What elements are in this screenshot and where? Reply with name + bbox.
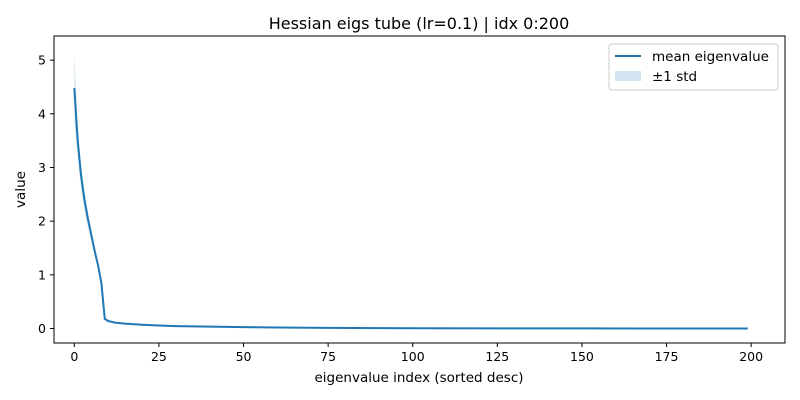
x-tick-label: 75 bbox=[320, 349, 336, 364]
chart-title: Hessian eigs tube (lr=0.1) | idx 0:200 bbox=[269, 14, 570, 33]
legend-box bbox=[608, 43, 779, 91]
y-tick-label: 0 bbox=[38, 321, 46, 336]
y-tick-label: 1 bbox=[38, 267, 46, 282]
y-tick-label: 5 bbox=[38, 53, 46, 68]
x-tick-label: 25 bbox=[151, 349, 167, 364]
x-tick-label: 200 bbox=[739, 349, 763, 364]
x-tick-label: 0 bbox=[70, 349, 78, 364]
legend: mean eigenvalue ±1 std bbox=[608, 43, 779, 91]
x-tick-label: 175 bbox=[655, 349, 679, 364]
y-axis-label: value bbox=[13, 171, 29, 208]
legend-label-std: ±1 std bbox=[652, 69, 697, 85]
legend-band-swatch bbox=[615, 71, 641, 81]
x-tick-label: 100 bbox=[401, 349, 425, 364]
legend-label-mean: mean eigenvalue bbox=[652, 49, 769, 65]
x-tick-label: 50 bbox=[236, 349, 252, 364]
y-tick-label: 3 bbox=[38, 160, 46, 175]
std-band bbox=[74, 54, 748, 329]
y-tick-label: 4 bbox=[38, 106, 46, 121]
x-axis-label: eigenvalue index (sorted desc) bbox=[314, 370, 523, 386]
mean-eigenvalue-line bbox=[73, 87, 748, 330]
plot-frame bbox=[53, 35, 786, 344]
x-tick-label: 125 bbox=[485, 349, 509, 364]
x-tick-label: 150 bbox=[570, 349, 594, 364]
y-tick-label: 2 bbox=[38, 214, 46, 229]
